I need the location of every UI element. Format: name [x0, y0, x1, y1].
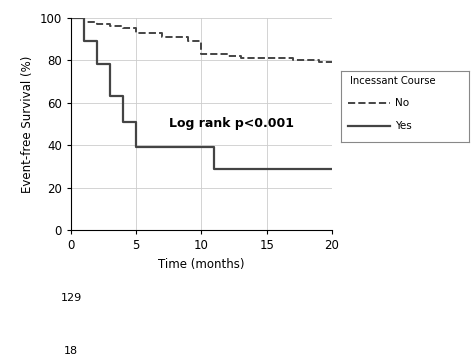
Yes	[329, 166, 335, 171]
Yes	[199, 145, 204, 149]
No	[159, 30, 165, 35]
Yes	[134, 145, 139, 149]
Yes	[329, 166, 335, 171]
No	[186, 35, 191, 39]
Line: No: No	[71, 18, 332, 62]
No	[186, 39, 191, 43]
No	[238, 54, 244, 58]
Text: No: No	[395, 98, 409, 108]
Y-axis label: Event-free Survival (%): Event-free Survival (%)	[21, 55, 34, 193]
Yes	[134, 120, 139, 124]
No	[238, 56, 244, 60]
Text: Incessant Course: Incessant Course	[350, 76, 436, 86]
Text: 18: 18	[64, 346, 78, 354]
No	[329, 60, 335, 64]
Yes	[94, 39, 100, 43]
No	[107, 22, 113, 26]
Yes	[81, 16, 87, 20]
No	[120, 26, 126, 30]
No	[199, 39, 204, 43]
No	[225, 54, 230, 58]
No	[159, 35, 165, 39]
Yes	[199, 145, 204, 149]
Yes	[107, 62, 113, 67]
No	[329, 60, 335, 64]
No	[316, 60, 322, 64]
Text: Yes: Yes	[395, 121, 412, 131]
Yes	[212, 166, 218, 171]
Text: 129: 129	[61, 293, 82, 303]
No	[134, 30, 139, 35]
Yes	[329, 166, 335, 171]
Yes	[212, 145, 218, 149]
No	[94, 20, 100, 24]
Yes	[94, 62, 100, 67]
No	[290, 56, 296, 60]
No	[329, 60, 335, 64]
Text: Log rank p<0.001: Log rank p<0.001	[169, 118, 294, 130]
Yes	[120, 94, 126, 98]
No	[120, 24, 126, 28]
No	[81, 16, 87, 20]
No	[316, 58, 322, 62]
No	[290, 58, 296, 62]
Line: Yes: Yes	[71, 18, 332, 169]
No	[134, 26, 139, 30]
No	[94, 22, 100, 26]
No	[68, 16, 74, 20]
No	[107, 24, 113, 28]
Yes	[107, 94, 113, 98]
No	[199, 52, 204, 56]
Yes	[81, 39, 87, 43]
Yes	[120, 120, 126, 124]
No	[81, 20, 87, 24]
X-axis label: Time (months): Time (months)	[158, 258, 245, 271]
Yes	[68, 16, 74, 20]
No	[225, 52, 230, 56]
